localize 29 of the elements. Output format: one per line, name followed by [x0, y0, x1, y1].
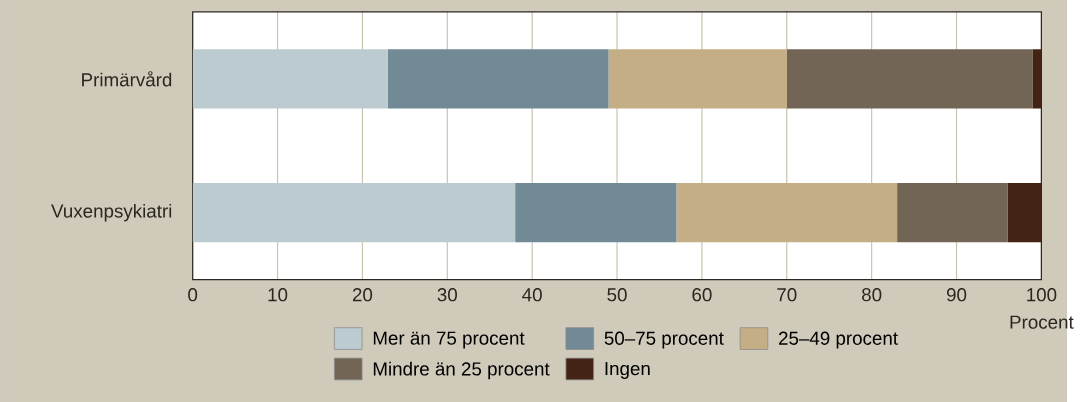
bar	[1032, 49, 1042, 109]
bar	[387, 49, 609, 109]
legend-label: 50–75 procent	[604, 331, 724, 349]
bar	[897, 182, 1008, 243]
bar	[192, 182, 516, 243]
bar	[515, 182, 677, 243]
x-tick-label: 100	[1027, 287, 1057, 302]
y-tick-label: Vuxenpsykiatri	[51, 203, 172, 222]
x-tick-label: 80	[862, 287, 882, 302]
x-tick-label: 70	[777, 287, 797, 302]
x-axis-title: Procent	[1010, 315, 1074, 329]
bar	[608, 49, 787, 109]
y-tick-label: Primärvård	[82, 71, 172, 87]
x-tick-label: 40	[522, 287, 542, 302]
x-tick-label: 90	[946, 287, 967, 302]
x-tick-label: 30	[437, 287, 457, 302]
bar	[1007, 182, 1042, 243]
bar	[192, 49, 388, 109]
legend-label: Ingen	[605, 362, 650, 379]
x-tick-label: 50	[607, 287, 627, 302]
x-tick-label: 10	[268, 287, 288, 302]
x-tick-label: 20	[352, 287, 373, 302]
legend-label: 25–49 procent	[779, 331, 898, 349]
legend-label: Mindre än 25 procent	[373, 361, 550, 380]
bar	[786, 49, 1033, 109]
legend-label: Mer än 75 procent	[373, 331, 525, 349]
x-tick-label: 0	[188, 287, 198, 302]
x-tick-label: 60	[692, 287, 712, 302]
bar	[676, 182, 898, 243]
